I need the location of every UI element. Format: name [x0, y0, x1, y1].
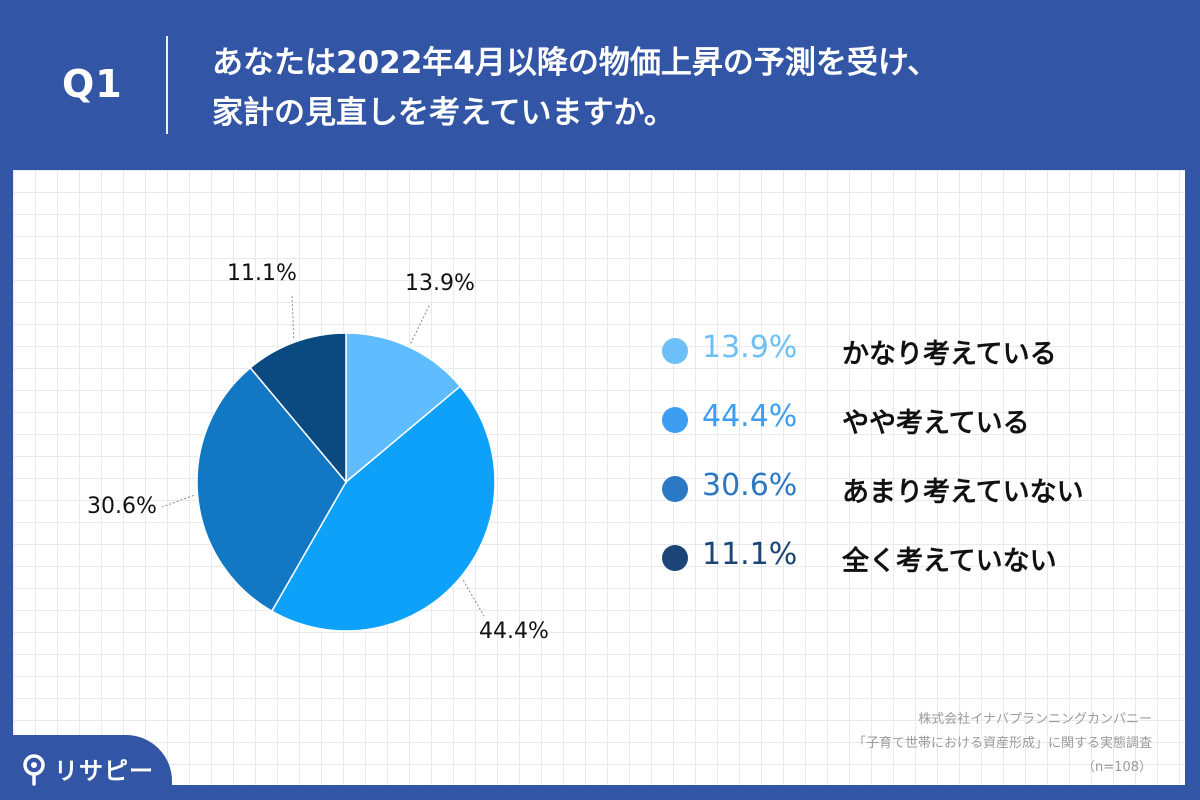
- source-company: 株式会社イナバプランニングカンパニー: [918, 712, 1152, 727]
- legend-label-3: 全く考えていない: [842, 546, 1057, 577]
- question-title: あなたは2022年4月以降の物価上昇の予測を受け、 家計の見直しを考えていますか…: [212, 38, 1172, 138]
- legend-dot-1: [662, 407, 688, 433]
- pie-label-0: 13.9%: [405, 271, 475, 296]
- question-title-line-2: 家計の見直しを考えていますか。: [212, 95, 675, 131]
- source-sample-size: （n=108）: [1082, 760, 1152, 775]
- legend-item-0: 13.9% かなり考えている: [662, 326, 1132, 395]
- pie-label-2: 30.6%: [87, 494, 157, 519]
- header-divider: [166, 36, 168, 134]
- header: Q1 あなたは2022年4月以降の物価上昇の予測を受け、 家計の見直しを考えてい…: [0, 0, 1200, 170]
- legend-item-1: 44.4% やや考えている: [662, 395, 1132, 464]
- source-survey: 「子育て世帯における資産形成」に関する実態調査: [852, 736, 1152, 751]
- leader-line-2: [161, 494, 194, 508]
- legend-dot-3: [662, 545, 688, 571]
- legend-dot-0: [662, 338, 688, 364]
- pie-label-1: 44.4%: [479, 619, 549, 644]
- legend-pct-2: 30.6%: [702, 468, 798, 503]
- legend-label-1: やや考えている: [842, 408, 1030, 439]
- legend-pct-3: 11.1%: [702, 537, 798, 572]
- leader-line-1: [462, 580, 485, 617]
- leader-line-3: [291, 293, 295, 339]
- legend: 13.9% かなり考えている 44.4% やや考えている 30.6% あまり考え…: [662, 326, 1132, 602]
- legend-label-0: かなり考えている: [842, 339, 1057, 370]
- question-title-line-1: あなたは2022年4月以降の物価上昇の予測を受け、: [212, 45, 939, 81]
- logo-text: リサピー: [54, 757, 154, 785]
- legend-pct-0: 13.9%: [702, 330, 798, 365]
- pin-icon: [23, 754, 45, 786]
- leader-line-0: [410, 303, 431, 344]
- pie-label-3: 11.1%: [227, 261, 297, 286]
- pie-slice-0: [345, 332, 462, 484]
- question-number: Q1: [62, 62, 123, 106]
- pie-slice-2: [196, 366, 347, 613]
- source-note: 株式会社イナバプランニングカンパニー 「子育て世帯における資産形成」に関する実態…: [853, 708, 1152, 780]
- legend-item-2: 30.6% あまり考えていない: [662, 464, 1132, 533]
- legend-dot-2: [662, 476, 688, 502]
- pie-slice-3: [249, 332, 347, 485]
- legend-label-2: あまり考えていない: [842, 477, 1084, 508]
- logo: リサピー: [0, 735, 172, 800]
- pie-slice-1: [270, 385, 496, 632]
- legend-pct-1: 44.4%: [702, 399, 798, 434]
- legend-item-3: 11.1% 全く考えていない: [662, 533, 1132, 602]
